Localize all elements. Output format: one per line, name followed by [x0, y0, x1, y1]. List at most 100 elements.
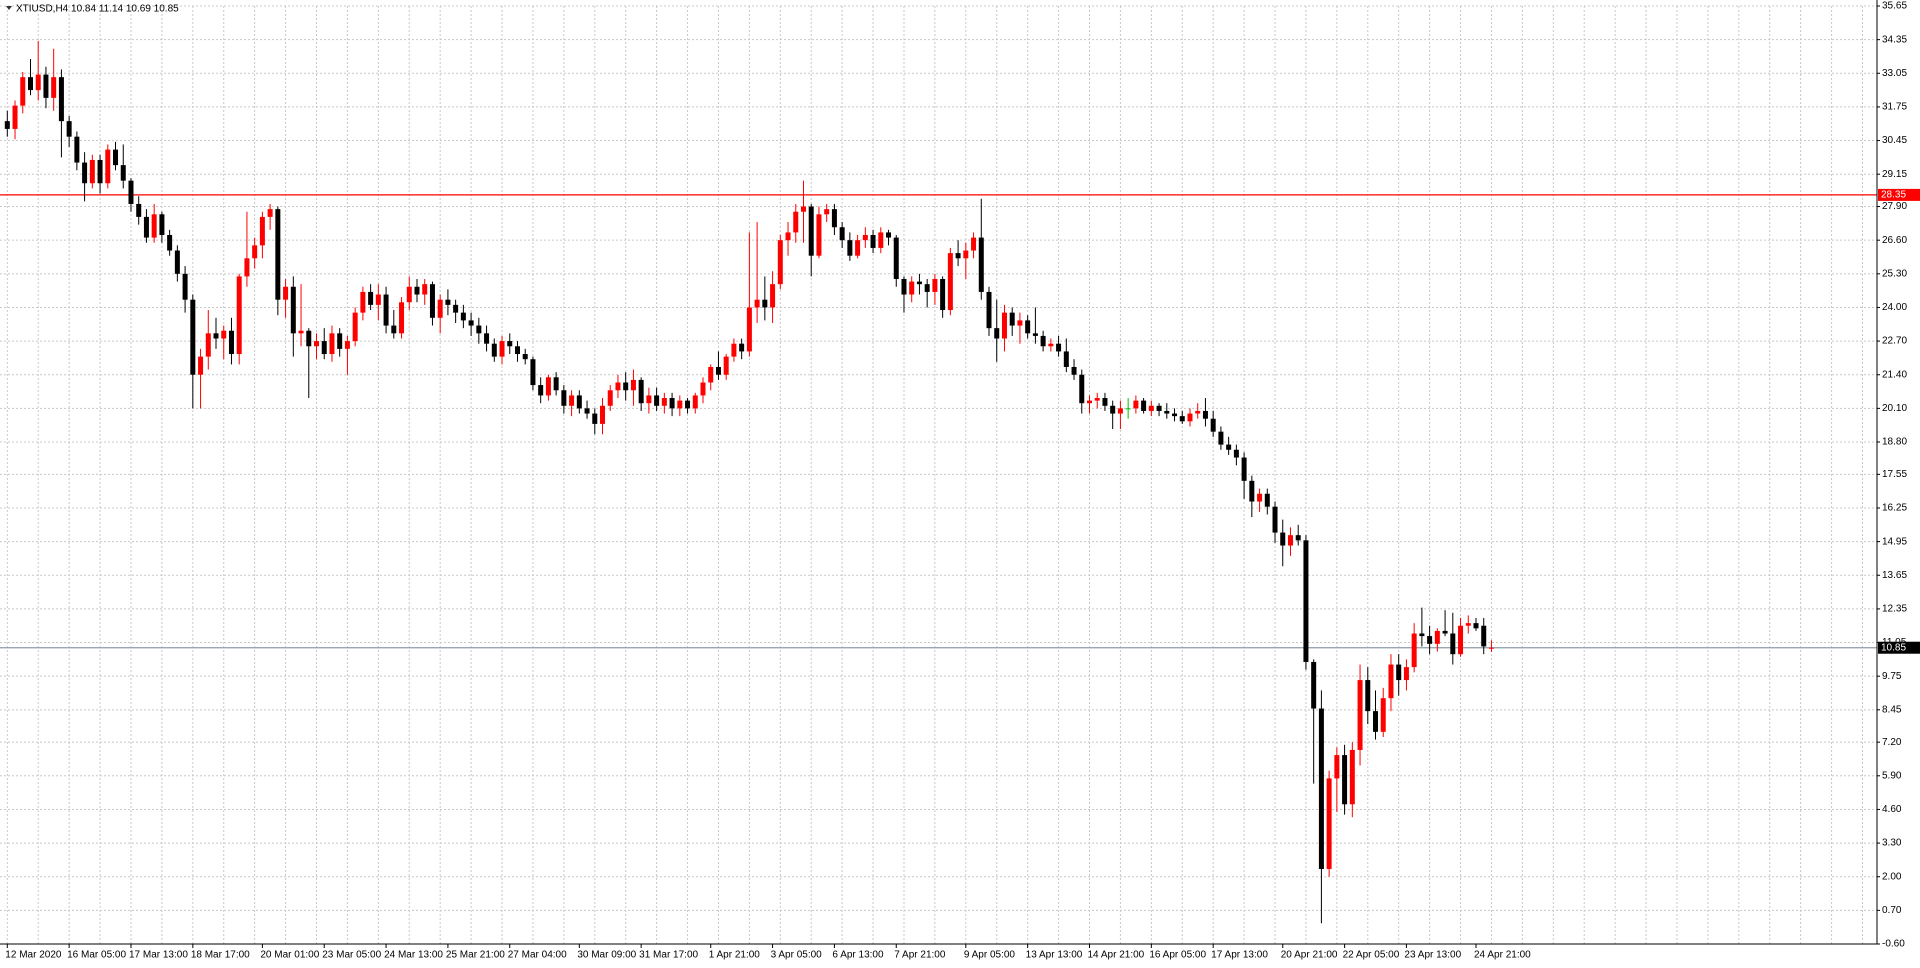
- candle-body: [592, 413, 598, 424]
- y-tick-label: 5.90: [1882, 770, 1902, 781]
- candle-body: [267, 209, 273, 217]
- candle-body: [460, 312, 466, 321]
- candle-body: [82, 162, 88, 184]
- candle-body: [4, 121, 10, 129]
- candle-body: [1434, 630, 1440, 644]
- candle-body: [746, 307, 752, 352]
- candle-body: [1009, 312, 1015, 326]
- candle-body: [1117, 408, 1123, 414]
- candle-body: [785, 232, 791, 241]
- x-tick-label: 16 Mar 05:00: [67, 950, 126, 961]
- candle-body: [321, 341, 327, 355]
- y-tick-label: 3.30: [1882, 838, 1902, 849]
- candle-body: [1442, 630, 1448, 634]
- candle-body: [1272, 506, 1278, 533]
- y-tick-label: 8.45: [1882, 704, 1902, 715]
- candle-body: [1125, 408, 1131, 410]
- candle-body: [43, 74, 49, 98]
- candle-body: [136, 203, 142, 217]
- candle-body: [576, 395, 582, 409]
- candle-body: [74, 136, 80, 163]
- x-tick-label: 12 Mar 2020: [5, 950, 62, 961]
- x-tick-label: 3 Apr 05:00: [771, 950, 823, 961]
- candle-body: [661, 398, 667, 406]
- candle-body: [545, 377, 551, 396]
- candle-body: [1048, 343, 1054, 347]
- candle-body: [1056, 343, 1062, 352]
- candle-body: [1295, 535, 1301, 541]
- candle-body: [1218, 431, 1224, 445]
- x-tick-label: 17 Apr 13:00: [1211, 950, 1268, 961]
- candle-body: [259, 216, 265, 246]
- candle-body: [878, 232, 884, 248]
- candle-body: [677, 400, 683, 409]
- y-tick-label: 35.65: [1882, 1, 1907, 12]
- candle-body: [754, 299, 760, 308]
- candle-body: [514, 346, 520, 355]
- x-tick-label: 23 Apr 13:00: [1404, 950, 1461, 961]
- x-tick-label: 16 Apr 05:00: [1149, 950, 1206, 961]
- candle-body: [530, 359, 536, 386]
- candle-body: [994, 328, 1000, 339]
- y-tick-label: 18.80: [1882, 437, 1907, 448]
- candle-body: [777, 240, 783, 285]
- y-tick-label: 30.45: [1882, 135, 1907, 146]
- x-tick-label: 18 Mar 17:00: [191, 950, 250, 961]
- candle-body: [731, 343, 737, 357]
- candle-body: [1249, 480, 1255, 502]
- candle-body: [808, 206, 814, 256]
- candle-body: [739, 343, 745, 352]
- candle-body: [368, 291, 374, 305]
- candle-body: [909, 281, 915, 295]
- y-tick-label: 17.55: [1882, 469, 1907, 480]
- candle-body: [646, 395, 652, 404]
- candle-body: [1488, 647, 1494, 649]
- candle-body: [344, 341, 350, 349]
- x-tick-label: 31 Mar 17:00: [639, 950, 698, 961]
- candle-body: [770, 284, 776, 308]
- y-tick-label: 29.15: [1882, 169, 1907, 180]
- candle-body: [1195, 410, 1201, 414]
- candle-body: [1481, 625, 1487, 647]
- candle-body: [1071, 366, 1077, 375]
- candle-body: [182, 273, 188, 300]
- x-tick-label: 20 Apr 21:00: [1281, 950, 1338, 961]
- candle-body: [1388, 664, 1394, 699]
- x-tick-label: 20 Mar 01:00: [260, 950, 319, 961]
- candle-body: [600, 405, 606, 424]
- y-tick-label: 13.65: [1882, 570, 1907, 581]
- candle-body: [615, 382, 621, 391]
- candle-body: [414, 286, 420, 295]
- candle-body: [1210, 418, 1216, 432]
- title-icon: [6, 6, 12, 10]
- candle-body: [236, 276, 242, 355]
- x-tick-label: 27 Mar 04:00: [508, 950, 567, 961]
- y-tick-label: 34.35: [1882, 34, 1907, 45]
- candle-body: [1303, 540, 1309, 662]
- candle-body: [538, 385, 544, 396]
- candle-body: [352, 312, 358, 342]
- plot-layer: [0, 40, 1877, 924]
- candle-body: [1079, 374, 1085, 404]
- candle-body: [329, 333, 335, 355]
- candle-body: [143, 216, 149, 238]
- y-tick-label: 21.40: [1882, 369, 1907, 380]
- y-tick-label: -0.60: [1882, 939, 1905, 950]
- candle-body: [213, 333, 219, 339]
- x-tick-label: 23 Mar 05:00: [322, 950, 381, 961]
- candle-body: [275, 209, 281, 300]
- candle-body: [1001, 312, 1007, 339]
- candle-body: [174, 250, 180, 274]
- candle-body: [723, 356, 729, 375]
- candle-body: [1017, 320, 1023, 326]
- candle-body: [1411, 633, 1417, 668]
- candle-body: [97, 159, 103, 184]
- candle-body: [793, 211, 799, 233]
- candle-body: [1257, 493, 1263, 502]
- candle-body: [708, 366, 714, 383]
- x-tick-label: 17 Mar 13:00: [129, 950, 188, 961]
- candle-body: [924, 284, 930, 292]
- candle-body: [1141, 400, 1147, 411]
- y-tick-label: 9.75: [1882, 671, 1902, 682]
